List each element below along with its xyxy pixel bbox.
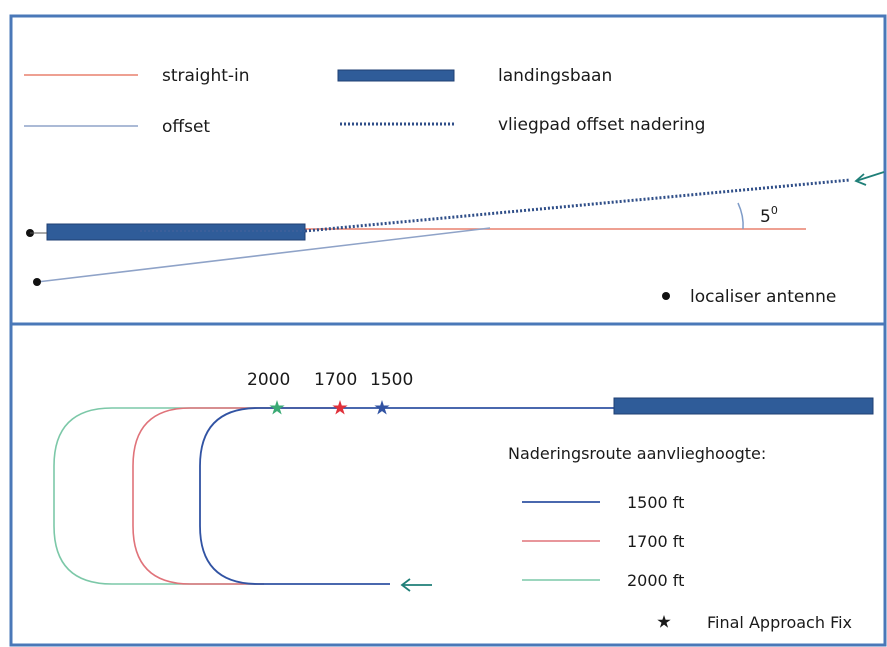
route-1700 (132, 407, 338, 585)
offset-flight-path (304, 178, 851, 233)
altitude-label-1700: 1700 (314, 370, 357, 390)
bottom-panel-frame (9, 322, 887, 647)
altitude-label-2000: 2000 (247, 370, 290, 390)
faf-legend-star-icon (657, 615, 671, 628)
runway-bottom (613, 397, 874, 415)
route-legend-1500-label: 1500 ft (627, 493, 684, 512)
legend-runway-bar (337, 69, 455, 82)
top-panel-frame (9, 14, 887, 326)
faf-star-2000-icon (269, 400, 285, 415)
antenna-offset-dot (33, 278, 41, 286)
route-legend-title: Naderingsroute aanvlieghoogte: (508, 444, 766, 463)
legend-offset-label: offset (162, 117, 210, 137)
faf-star-1500-icon (374, 400, 390, 415)
angle-label: 50 (760, 204, 778, 227)
angle-arc (737, 202, 744, 230)
faf-legend-label: Final Approach Fix (707, 613, 852, 632)
route-legend-2000-label: 2000 ft (627, 571, 684, 590)
arrow-left-icon (854, 171, 885, 186)
legend-runway-label: landingsbaan (498, 66, 612, 86)
legend-offset-flight-path-label: vliegpad offset nadering (498, 115, 705, 135)
route-1500 (199, 407, 614, 585)
arrow-left-icon (400, 578, 432, 592)
faf-star-1700-icon (332, 400, 348, 415)
route-2000 (53, 407, 277, 585)
legend-antenna-label: localiser antenne (690, 287, 836, 307)
legend-straight-in-label: straight-in (162, 66, 250, 86)
altitude-label-1500: 1500 (370, 370, 413, 390)
route-legend-1700-label: 1700 ft (627, 532, 684, 551)
offset-localiser-line (36, 227, 491, 283)
legend-antenna-dot (662, 292, 670, 300)
